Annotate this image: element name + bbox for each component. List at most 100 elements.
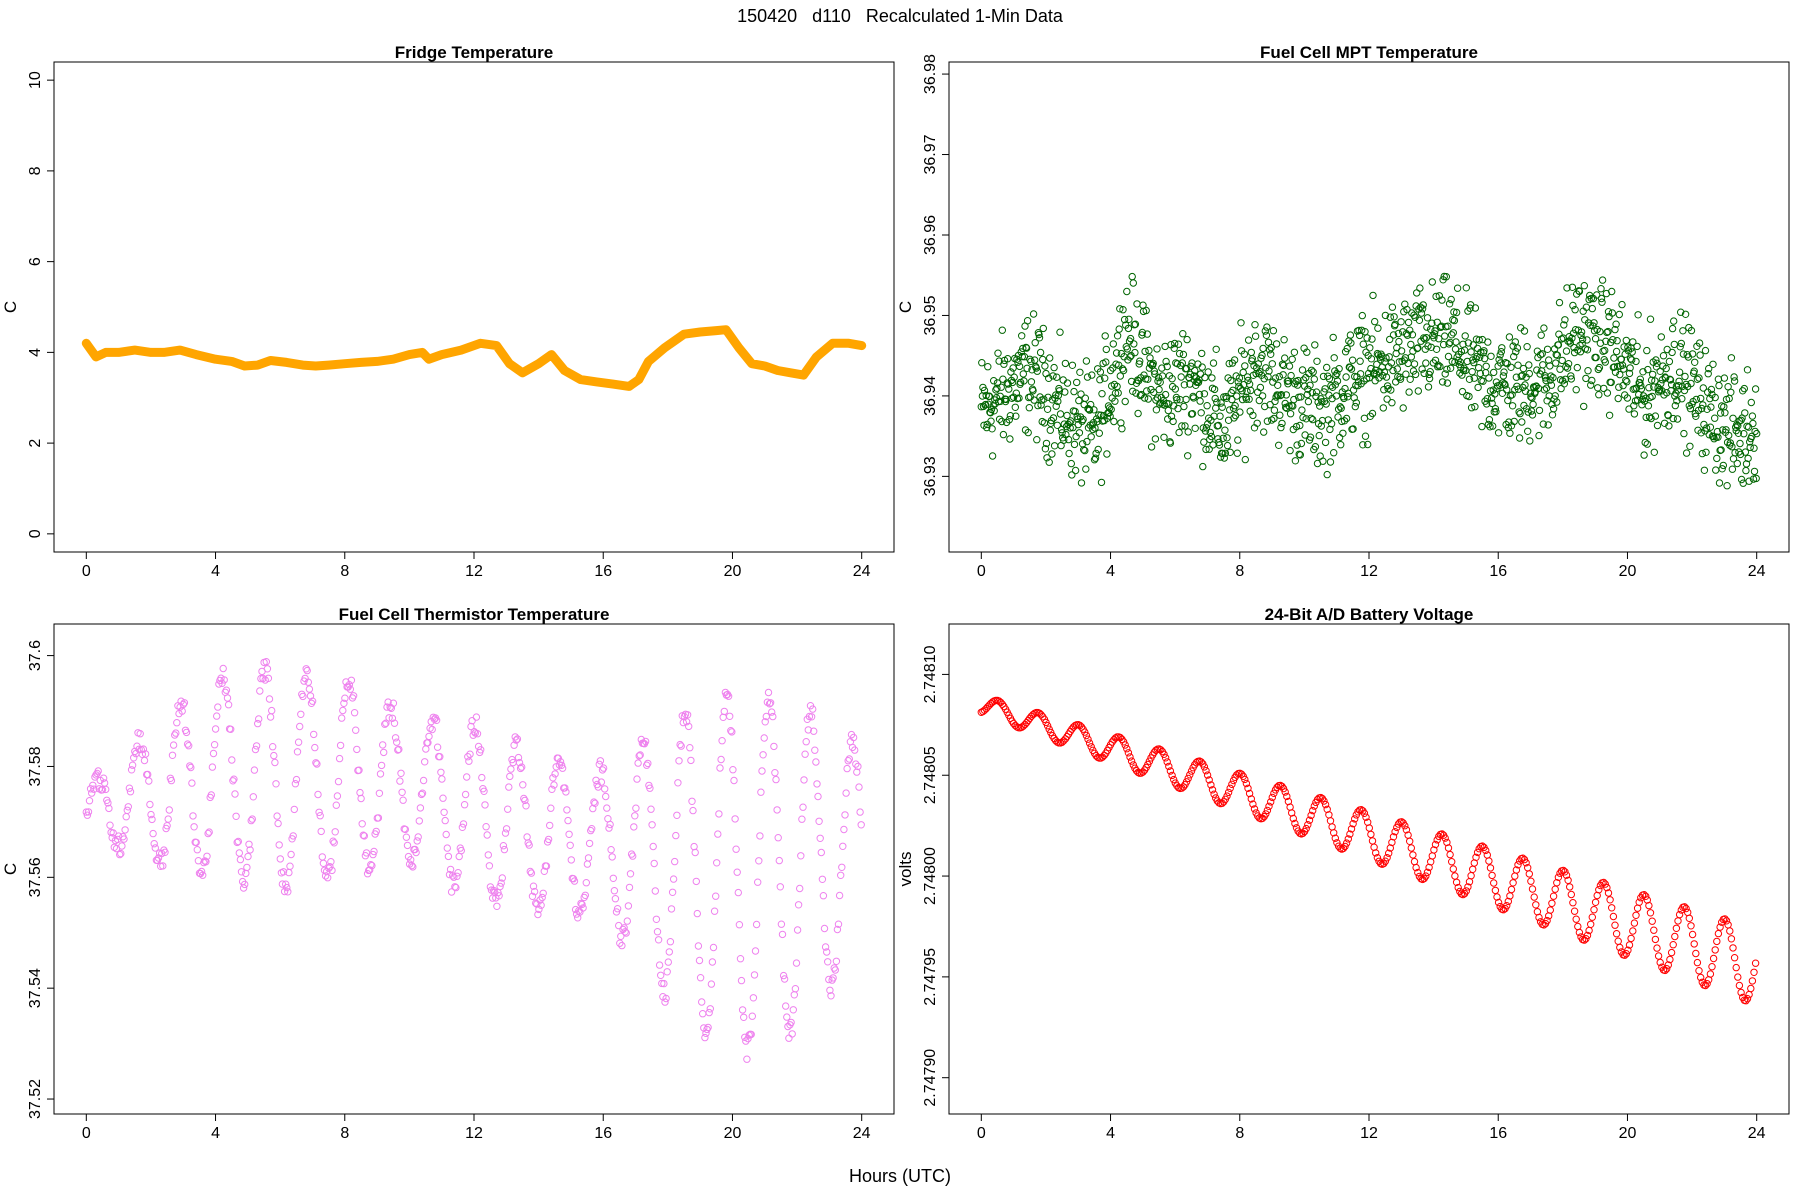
data-point (715, 810, 723, 818)
y-tick-label: 10 (27, 71, 44, 89)
data-point (1055, 387, 1064, 395)
data-point (1593, 291, 1601, 299)
data-point (208, 763, 217, 771)
data-point (1623, 394, 1632, 402)
data-point (493, 902, 501, 910)
data-point (1233, 392, 1241, 400)
data-point (1603, 883, 1611, 892)
data-point (1031, 339, 1039, 347)
data-point (1507, 363, 1515, 371)
data-point (1639, 368, 1647, 376)
data-point (1177, 373, 1185, 381)
data-point (1165, 762, 1173, 771)
data-point (403, 841, 412, 850)
data-point (1098, 390, 1106, 398)
data-point (1335, 365, 1343, 373)
data-point (1297, 393, 1305, 401)
data-point (1061, 388, 1069, 396)
data-point (1526, 437, 1534, 445)
data-point (1512, 348, 1520, 356)
data-point (671, 857, 679, 866)
data-point (1680, 903, 1689, 911)
data-point (1444, 844, 1453, 852)
data-point (1650, 448, 1659, 456)
data-point (1682, 449, 1691, 457)
data-point (311, 743, 319, 752)
data-point (1529, 400, 1537, 409)
data-point (1701, 981, 1710, 990)
data-point (1650, 926, 1658, 934)
data-marks (977, 696, 1760, 1005)
data-point (606, 820, 614, 829)
data-point (731, 815, 739, 823)
data-point (1596, 327, 1604, 336)
data-point (1449, 329, 1458, 337)
data-point (1681, 310, 1690, 318)
data-point (121, 826, 129, 834)
data-point (1220, 454, 1229, 462)
data-point (801, 750, 809, 758)
data-point (1302, 824, 1310, 833)
data-point (618, 941, 626, 950)
data-point (461, 790, 470, 799)
data-point (357, 794, 365, 803)
data-point (611, 895, 620, 903)
data-point (1658, 387, 1666, 395)
data-point (1032, 364, 1041, 372)
data-point (1721, 409, 1729, 417)
data-point (1161, 390, 1170, 399)
data-point (1261, 402, 1269, 411)
data-point (981, 400, 990, 409)
data-point (547, 804, 555, 812)
data-point (1077, 723, 1086, 731)
data-point (1446, 850, 1454, 859)
data-point (116, 850, 124, 859)
data-point (1229, 386, 1237, 394)
data-point (990, 377, 998, 385)
data-point (1290, 348, 1299, 356)
data-point (1723, 482, 1731, 490)
data-point (588, 825, 596, 833)
data-point (1061, 359, 1070, 368)
data-point (1681, 372, 1689, 381)
data-point (1597, 294, 1606, 303)
data-point (1237, 319, 1245, 327)
data-point (834, 920, 843, 928)
data-point (610, 887, 619, 895)
data-point (173, 719, 181, 727)
data-point (169, 741, 178, 749)
data-point (274, 819, 282, 828)
data-point (635, 752, 643, 760)
y-tick-label: 2.74795 (922, 948, 939, 1006)
data-point (718, 737, 726, 745)
data-point (1490, 879, 1498, 887)
data-point (398, 788, 406, 796)
data-point (1504, 897, 1513, 906)
data-point (1311, 443, 1320, 451)
data-point (1207, 781, 1215, 789)
data-point (379, 741, 387, 749)
data-point (1041, 445, 1050, 453)
data-point (1637, 381, 1645, 390)
data-point (1523, 343, 1531, 351)
x-tick-label: 12 (1360, 563, 1378, 580)
data-point (1259, 344, 1267, 353)
data-point (674, 779, 682, 787)
data-point (1699, 401, 1707, 409)
data-point (1488, 871, 1496, 880)
data-point (1514, 861, 1522, 869)
data-point (1288, 355, 1296, 363)
data-point (1119, 306, 1127, 314)
data-point (1707, 385, 1716, 394)
data-point (1709, 954, 1718, 963)
data-point (297, 710, 305, 718)
data-point (395, 745, 403, 754)
data-point (1210, 790, 1218, 798)
data-point (1265, 802, 1273, 810)
data-point (550, 781, 558, 789)
data-point (790, 991, 798, 999)
data-point (449, 872, 457, 880)
data-point (596, 757, 605, 765)
data-point (452, 883, 460, 892)
